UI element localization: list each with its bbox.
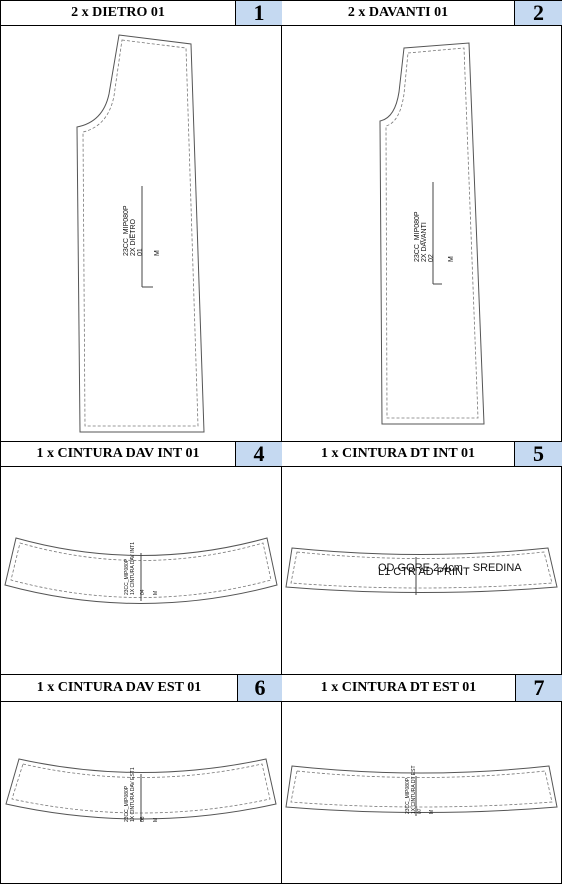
piece-outline bbox=[379, 42, 485, 425]
seam-line bbox=[290, 770, 553, 808]
piece-label-line-1: 23CC_MIP080P bbox=[405, 777, 411, 814]
piece-outline bbox=[4, 537, 278, 604]
piece-number: 4 bbox=[235, 441, 282, 466]
piece-label-line-1: 23CC_MIP080P bbox=[124, 785, 130, 822]
piece-number: 2 bbox=[514, 0, 562, 25]
piece-outline bbox=[76, 34, 205, 433]
piece-size: M bbox=[429, 810, 435, 814]
piece-title: 1 x CINTURA DAV INT 01 bbox=[36, 446, 200, 461]
pattern-piece-cintura-dt-est: 23CC_MIP080P 1X CINTURA DT EST 07 M bbox=[285, 765, 558, 816]
seam-line bbox=[10, 542, 272, 598]
pattern-cell-cintura-dav-int: 1 x CINTURA DAV INT 01 4 23CC_MIP080P 1X… bbox=[1, 441, 282, 674]
piece-title: 2 x DIETRO 01 bbox=[71, 5, 165, 20]
pattern-piece-cintura-dav-est: 23CC_MIP080P 1X CINTURA DAV EST1 06 M bbox=[5, 758, 277, 822]
pattern-cell-cintura-dav-est: 1 x CINTURA DAV EST 01 6 23CC_MIP080P 1X… bbox=[1, 675, 282, 883]
piece-label-line-1: OD GORE 2,4cm - SREDINA bbox=[378, 562, 522, 574]
piece-label-line-2: L1 CTR AD PRINT bbox=[378, 566, 470, 578]
pattern-piece-cintura-dt-int: OD GORE 2,4cm - SREDINA L1 CTR AD PRINT bbox=[285, 547, 558, 595]
piece-title: 1 x CINTURA DT EST 01 bbox=[320, 680, 477, 695]
cell-header: 2 x DIETRO 01 1 bbox=[1, 0, 282, 26]
grid-row-divider-1 bbox=[0, 441, 562, 442]
piece-label-line-3: 02 bbox=[428, 254, 435, 262]
cell-header: 1 x CINTURA DAV INT 01 4 bbox=[1, 441, 282, 467]
piece-label-line-1: 23CC_MIP080P bbox=[414, 211, 421, 262]
piece-outline bbox=[285, 547, 558, 593]
piece-size: M bbox=[153, 591, 159, 595]
cell-header: 1 x CINTURA DAV EST 01 6 bbox=[1, 675, 282, 702]
piece-label-line-1: 23CC_MIP080P bbox=[123, 205, 130, 256]
piece-size: M bbox=[153, 818, 159, 822]
piece-label-line-2: 2X DAVANTI bbox=[421, 222, 428, 262]
piece-title: 2 x DAVANTI 01 bbox=[347, 5, 449, 20]
piece-number: 5 bbox=[514, 441, 562, 466]
piece-label-line-1: 23CC_MIP080P bbox=[124, 558, 130, 595]
piece-outline bbox=[5, 758, 277, 820]
pattern-cell-cintura-dt-est: 1 x CINTURA DT EST 01 7 23CC_MIP080P 1X … bbox=[282, 675, 562, 883]
piece-label-line-2: 1X CINTURA DAV INT1 bbox=[130, 542, 136, 595]
piece-label-line-2: 1X CINTURA DT EST bbox=[411, 765, 417, 814]
pattern-cell-cintura-dt-int: 1 x CINTURA DT INT 01 5 OD GORE 2,4cm - … bbox=[282, 441, 562, 674]
cell-header: 1 x CINTURA DT INT 01 5 bbox=[282, 441, 562, 467]
piece-label-line-2: 2X DIETRO bbox=[130, 218, 137, 256]
pattern-piece-davanti: 23CC_MIP080P 2X DAVANTI 02 M bbox=[379, 42, 485, 425]
piece-title: 1 x CINTURA DAV EST 01 bbox=[36, 680, 202, 695]
seam-line bbox=[385, 47, 479, 419]
piece-label-line-3: 01 bbox=[137, 248, 144, 256]
piece-number: 1 bbox=[235, 0, 282, 25]
cell-header: 2 x DAVANTI 01 2 bbox=[282, 0, 562, 26]
piece-size: M bbox=[448, 256, 455, 262]
piece-title: 1 x CINTURA DT INT 01 bbox=[321, 446, 475, 461]
pattern-cell-davanti: 2 x DAVANTI 01 2 23CC_MIP080P 2X DAVANTI… bbox=[282, 0, 562, 441]
seam-line bbox=[11, 763, 271, 814]
frame-left bbox=[0, 0, 1, 884]
piece-size: M bbox=[154, 250, 161, 256]
seam-line bbox=[82, 39, 199, 427]
piece-label-line-2: 1X CINTURA DAV EST1 bbox=[130, 767, 136, 822]
piece-label-line-3: 04 bbox=[140, 589, 146, 595]
cell-header: 1 x CINTURA DT EST 01 7 bbox=[282, 675, 562, 702]
pattern-piece-cintura-dav-int: 23CC_MIP080P 1X CINTURA DAV INT1 04 M bbox=[4, 537, 278, 604]
grid-row-divider-2 bbox=[0, 674, 562, 675]
piece-number: 7 bbox=[515, 675, 562, 701]
pattern-cell-dietro: 2 x DIETRO 01 1 23CC_MIP080P 2X DIETRO 0… bbox=[1, 0, 282, 441]
piece-label-line-3: 07 bbox=[417, 808, 423, 814]
seam-line bbox=[290, 551, 553, 589]
piece-label-line-3: 06 bbox=[140, 816, 146, 822]
piece-outline bbox=[285, 765, 558, 813]
piece-number: 6 bbox=[237, 675, 282, 701]
pattern-piece-dietro: 23CC_MIP080P 2X DIETRO 01 M bbox=[76, 34, 205, 433]
